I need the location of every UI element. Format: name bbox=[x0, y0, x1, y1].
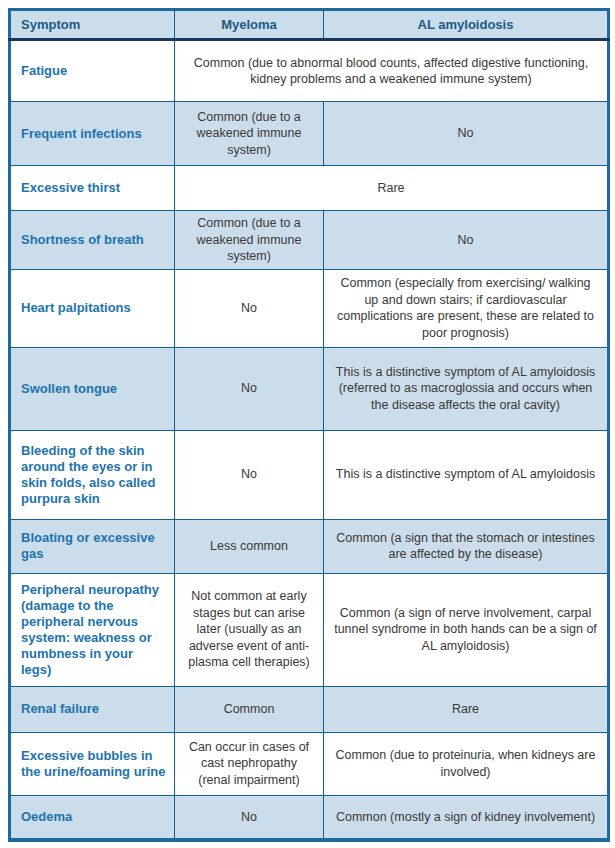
symptom-cell: Excessive thirst bbox=[10, 166, 175, 211]
myeloma-cell: Can occur in cases of cast nephropathy (… bbox=[175, 732, 324, 795]
table-row-bleeding-purpura-skin: Bleeding of the skin around the eyes or … bbox=[10, 430, 609, 519]
symptom-cell: Bleeding of the skin around the eyes or … bbox=[10, 430, 175, 519]
myeloma-cell: Common bbox=[175, 686, 324, 732]
table-row-bloating: Bloating or excessive gas Less common Co… bbox=[10, 519, 609, 573]
myeloma-cell: Less common bbox=[175, 519, 324, 573]
symptom-cell: Fatigue bbox=[10, 40, 175, 102]
header-cell-amyloidosis: AL amyloidosis bbox=[324, 10, 609, 40]
symptom-cell: Shortness of breath bbox=[10, 211, 175, 270]
merged-value-cell: Rare bbox=[175, 166, 609, 211]
symptom-cell: Oedema bbox=[10, 795, 175, 840]
amyloidosis-cell: Rare bbox=[324, 686, 609, 732]
amyloidosis-cell: Common (a sign that the stomach or intes… bbox=[324, 519, 609, 573]
table-row-excessive-thirst: Excessive thirst Rare bbox=[10, 166, 609, 211]
amyloidosis-cell: Common (a sign of nerve involvement, car… bbox=[324, 573, 609, 686]
table-row-peripheral-neuropathy: Peripheral neuropathy (damage to the per… bbox=[10, 573, 609, 686]
amyloidosis-cell: Common (mostly a sign of kidney involvem… bbox=[324, 795, 609, 840]
symptom-cell: Peripheral neuropathy (damage to the per… bbox=[10, 573, 175, 686]
table-row-heart-palpitations: Heart palpitations No Common (especially… bbox=[10, 269, 609, 347]
table-row-oedema: Oedema No Common (mostly a sign of kidne… bbox=[10, 795, 609, 840]
table-row-renal-failure: Renal failure Common Rare bbox=[10, 686, 609, 732]
amyloidosis-cell: Common (especially from exercising/ walk… bbox=[324, 269, 609, 347]
amyloidosis-cell: No bbox=[324, 102, 609, 166]
myeloma-cell: Common (due to a weakened immune system) bbox=[175, 211, 324, 270]
merged-value-cell: Common (due to abnormal blood counts, af… bbox=[175, 40, 609, 102]
table-row-frequent-infections: Frequent infections Common (due to a wea… bbox=[10, 102, 609, 166]
header-cell-myeloma: Myeloma bbox=[175, 10, 324, 40]
myeloma-cell: No bbox=[175, 795, 324, 840]
symptom-cell: Swollen tongue bbox=[10, 347, 175, 430]
table-row-swollen-tongue: Swollen tongue No This is a distinctive … bbox=[10, 347, 609, 430]
myeloma-cell: Not common at early stages but can arise… bbox=[175, 573, 324, 686]
myeloma-cell: Common (due to a weakened immune system) bbox=[175, 102, 324, 166]
table-row-shortness-of-breath: Shortness of breath Common (due to a wea… bbox=[10, 211, 609, 270]
myeloma-cell: No bbox=[175, 269, 324, 347]
header-cell-symptom: Symptom bbox=[10, 10, 175, 40]
document-page: Symptom Myeloma AL amyloidosis Fatigue C… bbox=[0, 0, 615, 848]
amyloidosis-cell: This is a distinctive symptom of AL amyl… bbox=[324, 347, 609, 430]
symptom-cell: Frequent infections bbox=[10, 102, 175, 166]
amyloidosis-cell: No bbox=[324, 211, 609, 270]
amyloidosis-cell: Common (due to proteinuria, when kidneys… bbox=[324, 732, 609, 795]
symptom-cell: Excessive bubbles in the urine/foaming u… bbox=[10, 732, 175, 795]
amyloidosis-cell: This is a distinctive symptom of AL amyl… bbox=[324, 430, 609, 519]
symptom-cell: Heart palpitations bbox=[10, 269, 175, 347]
symptom-cell: Bloating or excessive gas bbox=[10, 519, 175, 573]
myeloma-cell: No bbox=[175, 347, 324, 430]
table-row-fatigue: Fatigue Common (due to abnormal blood co… bbox=[10, 40, 609, 102]
symptom-comparison-table: Symptom Myeloma AL amyloidosis Fatigue C… bbox=[8, 8, 610, 842]
symptom-cell: Renal failure bbox=[10, 686, 175, 732]
header-row: Symptom Myeloma AL amyloidosis bbox=[10, 10, 609, 40]
table-row-excessive-bubbles: Excessive bubbles in the urine/foaming u… bbox=[10, 732, 609, 795]
myeloma-cell: No bbox=[175, 430, 324, 519]
